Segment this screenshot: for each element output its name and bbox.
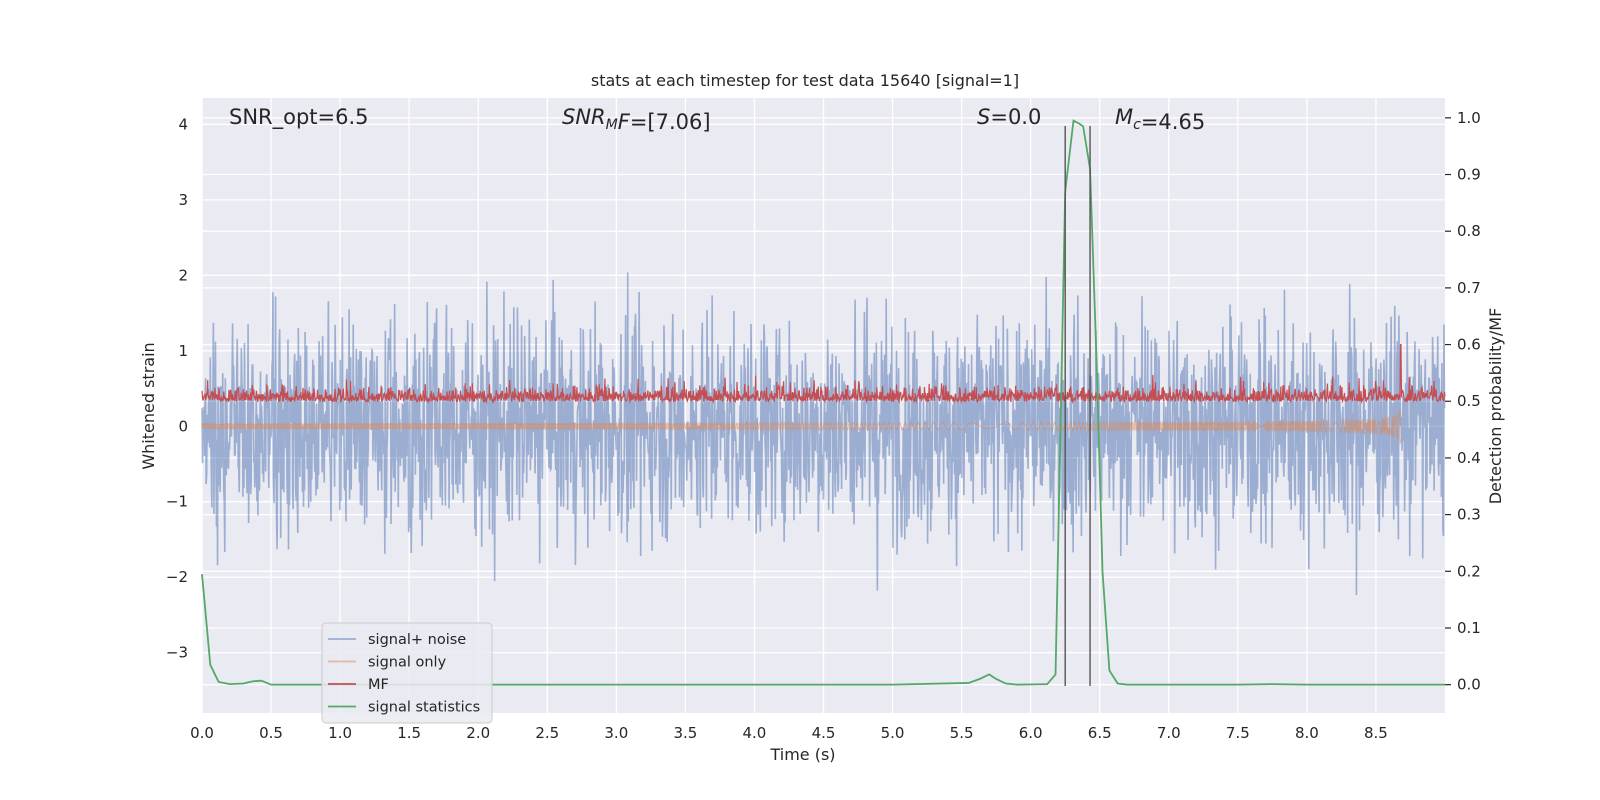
series-signal-statistics-line xyxy=(201,119,1445,686)
y-tick-label-right: 0.5 xyxy=(1457,392,1481,410)
x-tick-label: 5.0 xyxy=(881,724,905,742)
y-tick-label-right: 0.0 xyxy=(1457,676,1481,694)
x-tick-label: 8.5 xyxy=(1364,724,1388,742)
series-mf-line xyxy=(201,343,1446,405)
y-tick-label-right: 0.8 xyxy=(1457,222,1481,240)
x-tick-label: 6.5 xyxy=(1088,724,1112,742)
legend: signal+ noise signal only MF signal statist… xyxy=(321,622,493,724)
x-tick-label: 2.0 xyxy=(466,724,490,742)
y-tick-label-right: 1.0 xyxy=(1457,109,1481,127)
y-tick-label-right: 0.4 xyxy=(1457,449,1481,467)
annotation-part: =0.0 xyxy=(990,105,1041,129)
chart-title: stats at each timestep for test data 156… xyxy=(591,71,1019,90)
y-tick-labels-left: −3 −2 −1 0 1 2 3 4 xyxy=(166,115,188,661)
annotation-part: SNR_opt=6.5 xyxy=(229,105,369,130)
y-tick-label-right: 0.2 xyxy=(1457,562,1481,580)
x-tick-label: 4.0 xyxy=(743,724,767,742)
y-axis-label-left: Whitened strain xyxy=(139,342,158,469)
legend-label: signal statistics xyxy=(368,700,480,716)
series-signal-only-line xyxy=(201,409,1403,444)
y-tick-label-right: 0.7 xyxy=(1457,279,1481,297)
x-axis-label: Time (s) xyxy=(769,745,835,764)
annotation-part: S xyxy=(977,105,990,129)
x-tick-label: 7.0 xyxy=(1157,724,1181,742)
y-tick-label-left: 3 xyxy=(178,191,188,209)
x-tick-label: 0.5 xyxy=(259,724,283,742)
x-tick-label: 0.0 xyxy=(190,724,214,742)
x-tick-label: 5.5 xyxy=(950,724,974,742)
y-tick-label-left: −1 xyxy=(166,493,188,511)
y-tick-label-left: −2 xyxy=(166,568,188,586)
annotation-part: =[7.06] xyxy=(630,110,711,134)
x-tick-label: 2.5 xyxy=(535,724,559,742)
annotation-part: =4.65 xyxy=(1141,110,1205,134)
annotation-part: M xyxy=(606,117,618,133)
y-tick-label-right: 0.1 xyxy=(1457,619,1481,637)
x-tick-label: 3.5 xyxy=(673,724,697,742)
x-tick-labels: 0.0 0.5 1.0 1.5 2.0 2.5 3.0 3.5 4.0 4.5 5.0 5.5 6.0 6… xyxy=(190,724,1388,742)
x-tick-label: 1.5 xyxy=(397,724,421,742)
annotation-part: c xyxy=(1133,117,1141,133)
y-tick-label-left: 2 xyxy=(178,266,188,284)
y-tick-label-right: 0.3 xyxy=(1457,506,1481,524)
y-axis-label-right: Detection probability/MF xyxy=(1486,308,1505,505)
x-tick-label: 8.0 xyxy=(1295,724,1319,742)
legend-label: signal+ noise xyxy=(368,632,466,648)
y-tick-label-left: 4 xyxy=(178,115,188,133)
annotations: SNR_opt=6.5 SNRMF=[7.06] S=0.0 Mc=4.65 xyxy=(229,105,1205,134)
y-tick-label-left: 0 xyxy=(178,417,188,435)
annotation: SNRMF=[7.06] xyxy=(562,105,711,134)
annotation-part: F xyxy=(618,110,631,134)
y-tick-labels-right: 0.0 0.1 0.2 0.3 0.4 0.5 0.6 0.7 0.8 0.9 1.0 xyxy=(1457,109,1481,694)
x-tick-label: 1.0 xyxy=(328,724,352,742)
legend-box xyxy=(321,622,493,724)
y-tick-label-left: 1 xyxy=(178,342,188,360)
detection-window-lines xyxy=(1064,126,1091,686)
series-layer xyxy=(201,119,1446,686)
y-tick-label-right: 0.9 xyxy=(1457,166,1481,184)
annotation: SNR_opt=6.5 xyxy=(229,105,369,130)
annotation-part: SNR xyxy=(562,105,606,129)
legend-label: MF xyxy=(368,677,389,693)
y-tick-label-right: 0.6 xyxy=(1457,336,1481,354)
x-tick-label: 3.0 xyxy=(604,724,628,742)
x-tick-label: 7.5 xyxy=(1226,724,1250,742)
x-tick-label: 6.0 xyxy=(1019,724,1043,742)
y-tick-label-left: −3 xyxy=(166,644,188,662)
annotation: S=0.0 xyxy=(977,105,1041,129)
x-tick-label: 4.5 xyxy=(812,724,836,742)
legend-label: signal only xyxy=(368,655,447,671)
annotation: Mc=4.65 xyxy=(1115,105,1205,134)
annotation-part: M xyxy=(1115,105,1133,129)
